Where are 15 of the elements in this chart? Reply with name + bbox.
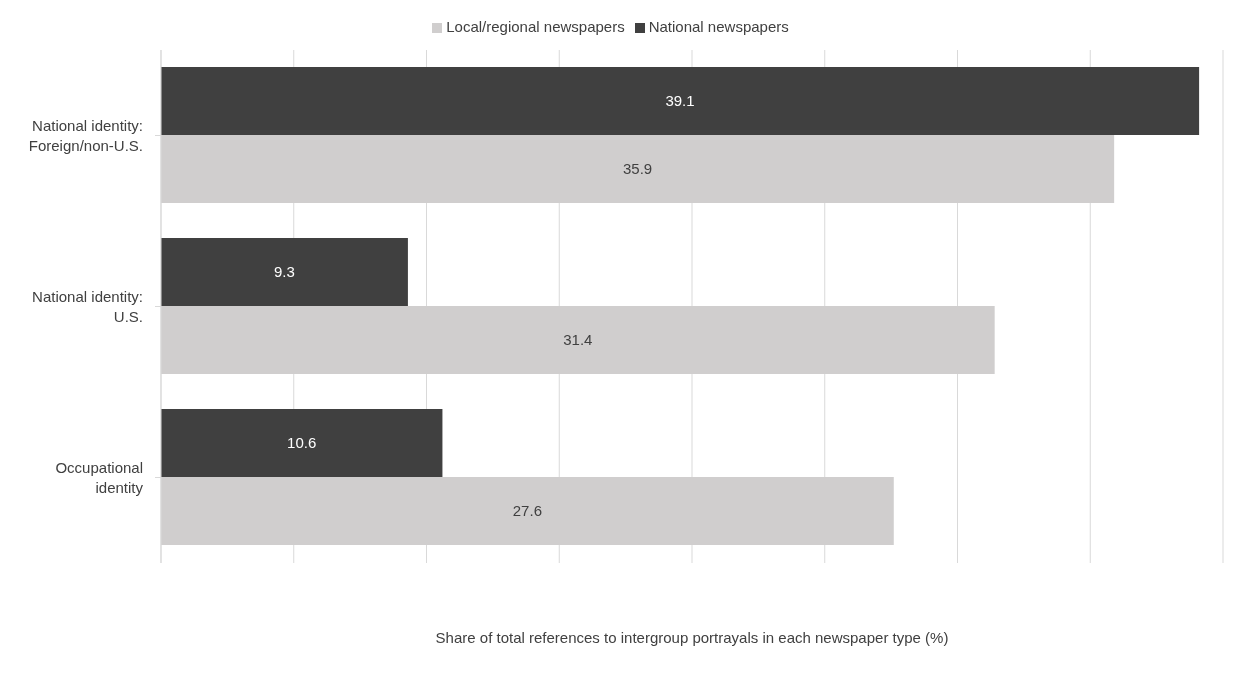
data-label: 39.1 [665, 92, 695, 110]
data-label: 10.6 [287, 434, 317, 452]
bar [161, 409, 443, 478]
y-tick-label: Occupational identity [55, 458, 144, 496]
y-tick-label: National identity: Foreign/non-U.S. [28, 116, 143, 154]
data-label: 27.6 [512, 502, 542, 520]
x-axis-title: Share of total references to intergroup portrayals in each newspaper type (%) [435, 629, 949, 646]
y-tick-label: National identity: U.S. [32, 287, 143, 325]
data-label: 31.4 [563, 331, 593, 349]
bar [161, 67, 1200, 136]
data-label: 9.3 [274, 263, 295, 281]
data-label: 35.9 [622, 160, 653, 178]
legend-label: National newspapers [648, 18, 789, 35]
legend-label: Local/regional newspapers [446, 18, 625, 35]
bar [161, 238, 408, 307]
